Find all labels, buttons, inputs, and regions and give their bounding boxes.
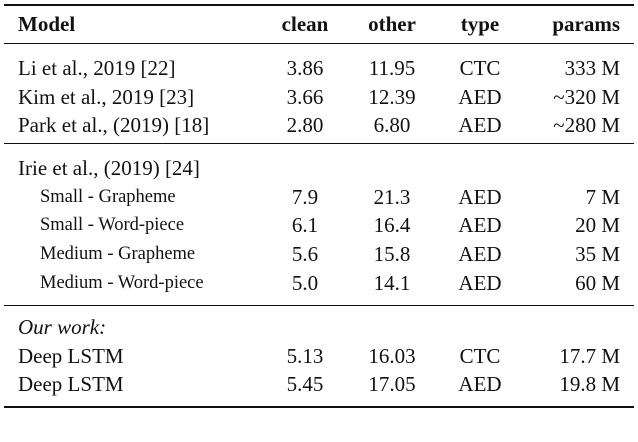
table-cell: AED (458, 213, 502, 238)
group-label: Our work: (18, 315, 107, 339)
bottom-rule (4, 406, 634, 408)
table-cell: 35 M (575, 242, 620, 267)
table-cell: 11.95 (368, 56, 416, 80)
table-cell: 3.66 (286, 84, 324, 109)
table-cell: 5.0 (291, 270, 319, 295)
table-cell: AED (458, 372, 502, 397)
header-cell: type (460, 12, 500, 36)
table-cell: 2.80 (286, 113, 324, 138)
table-cell: 16.03 (368, 343, 416, 368)
table-cell: 3.86 (286, 56, 324, 80)
table-cell: 17.05 (368, 372, 416, 397)
header-cell: Model (18, 12, 76, 36)
model-name: Medium - Grapheme (40, 244, 196, 265)
table-cell: AED (458, 113, 502, 138)
table-cell: 5.13 (286, 343, 324, 368)
model-name: Kim et al., 2019 [23] (18, 84, 195, 109)
table-cell: 20 M (575, 213, 620, 238)
model-name: Small - Word-piece (40, 215, 185, 236)
model-name: Park et al., (2019) [18] (18, 113, 210, 138)
top-rule (4, 4, 634, 6)
table-cell: 12.39 (368, 84, 416, 109)
table-cell: 17.7 M (559, 343, 620, 368)
table-cell: 19.8 M (559, 372, 620, 397)
header-cell: params (552, 12, 620, 36)
model-name: Deep LSTM (18, 372, 124, 397)
table-cell: 5.6 (291, 242, 319, 267)
group-rule (4, 143, 634, 144)
table-cell: 15.8 (373, 242, 411, 267)
table-cell: AED (458, 242, 502, 267)
table-cell: 21.3 (373, 184, 411, 209)
table-cell: 14.1 (373, 270, 411, 295)
table-cell: AED (458, 184, 502, 209)
table-cell: 5.45 (286, 372, 324, 397)
table-cell: 60 M (575, 270, 620, 295)
header-cell: other (368, 12, 416, 36)
table-cell: 7.9 (291, 184, 319, 209)
group-rule (4, 305, 634, 306)
header-cell: clean (281, 12, 329, 36)
table-cell: 6.80 (373, 113, 411, 138)
table-cell: 6.1 (291, 213, 319, 238)
model-name: Medium - Word-piece (40, 272, 204, 293)
model-name: Small - Grapheme (40, 186, 176, 207)
group-label: Irie et al., (2019) [24] (18, 156, 200, 180)
model-name: Li et al., 2019 [22] (18, 56, 176, 80)
table-cell: ~320 M (553, 84, 620, 109)
table-cell: AED (458, 84, 502, 109)
header-rule (4, 43, 634, 44)
table-cell: 16.4 (373, 213, 411, 238)
table-cell: 7 M (585, 184, 620, 209)
table-cell: AED (458, 270, 502, 295)
table-cell: CTC (459, 343, 501, 368)
table-cell: 333 M (564, 56, 620, 80)
model-name: Deep LSTM (18, 343, 124, 368)
table-cell: CTC (459, 56, 501, 80)
table-cell: ~280 M (553, 113, 620, 138)
